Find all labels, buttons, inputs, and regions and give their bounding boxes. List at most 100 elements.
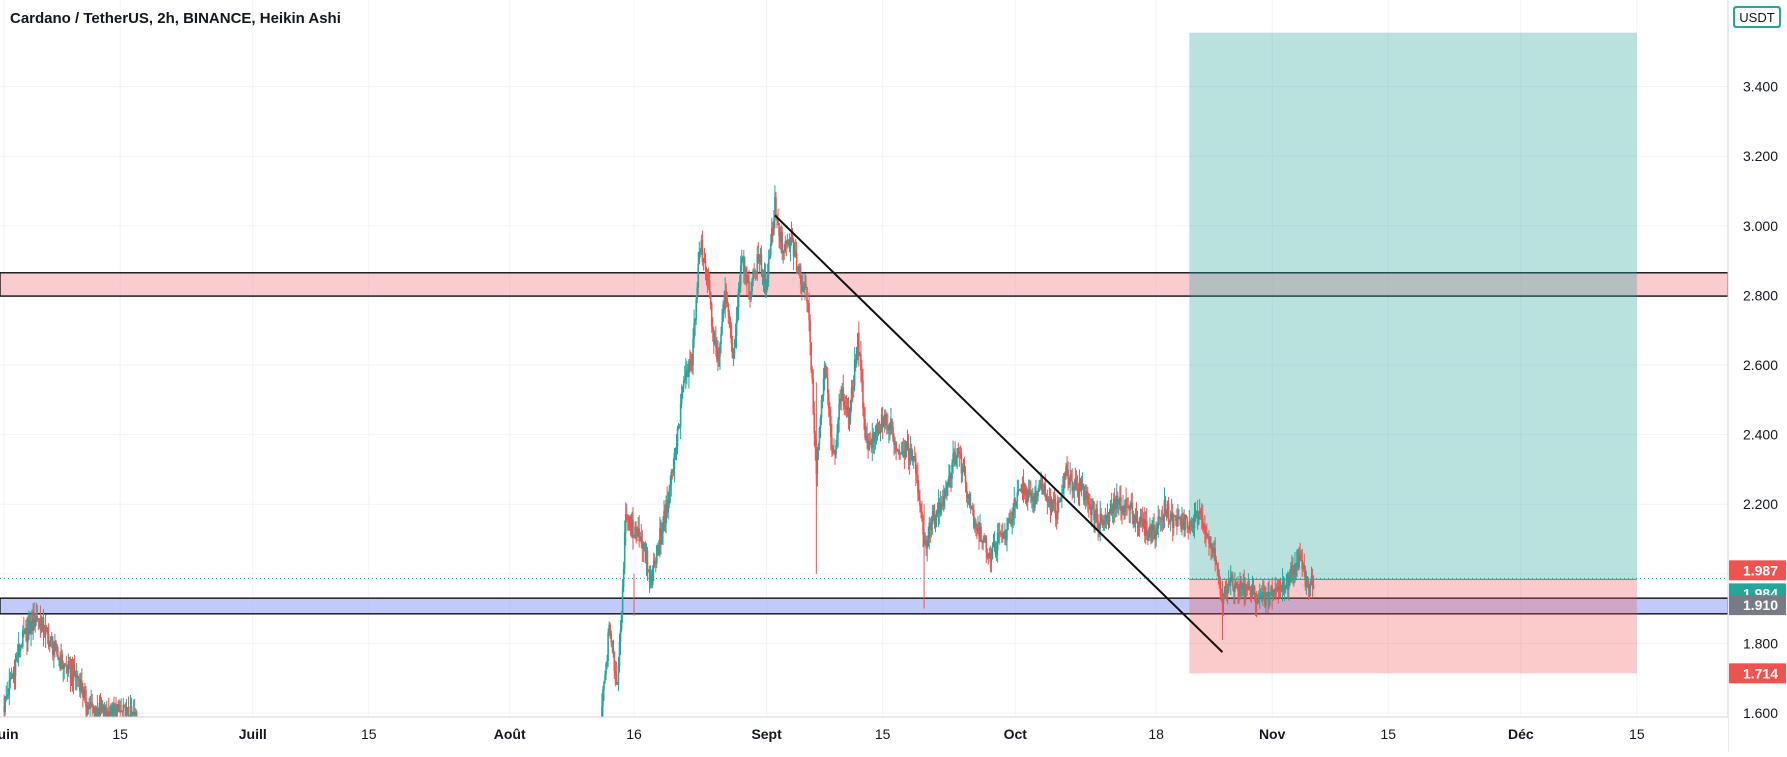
candle-body <box>1048 499 1051 501</box>
candle-body <box>884 414 887 426</box>
candle-body <box>1268 592 1270 600</box>
candle-body <box>871 433 874 449</box>
candle-body <box>611 640 614 643</box>
candle-body <box>96 708 99 717</box>
candle-body <box>672 468 675 473</box>
candle-body <box>1026 495 1029 503</box>
candle-body <box>1127 506 1129 508</box>
candle-body <box>1244 584 1247 599</box>
candle-body <box>1129 505 1132 511</box>
candle-body <box>701 239 704 262</box>
x-tick-label: 16 <box>626 726 642 742</box>
candle-body <box>1043 484 1046 490</box>
candle-body <box>1170 512 1173 514</box>
candle-body <box>1155 534 1157 540</box>
candle-body <box>821 395 824 400</box>
candle-body <box>738 285 741 289</box>
x-tick-label: 15 <box>1629 726 1645 742</box>
candle-body <box>983 539 985 542</box>
candle-body <box>975 521 977 529</box>
candle-body <box>1067 469 1069 479</box>
candle-body <box>1058 500 1061 502</box>
candle-body <box>129 706 132 723</box>
candle-body <box>1283 588 1286 592</box>
candle-body <box>67 660 70 673</box>
candle-body <box>29 621 31 634</box>
candle-body <box>1063 473 1065 490</box>
candle-body <box>1233 585 1235 592</box>
candle-body <box>1167 503 1170 521</box>
candle-body <box>810 342 812 371</box>
candle-body <box>1023 482 1026 496</box>
candle-body <box>960 453 963 474</box>
position-profit-zone[interactable] <box>1189 32 1637 580</box>
candle-body <box>98 702 101 716</box>
candle-body <box>696 287 699 300</box>
candle-body <box>1037 491 1039 497</box>
candle-body <box>790 231 793 243</box>
candle-body <box>885 425 888 427</box>
candle-body <box>1279 585 1282 589</box>
candle-body <box>953 451 955 454</box>
candle-body <box>44 627 47 636</box>
candle-body <box>803 286 805 290</box>
candle-body <box>945 489 947 495</box>
candle-body <box>708 280 711 293</box>
candle-body <box>1114 508 1117 510</box>
candle-body <box>796 268 799 271</box>
candle-body <box>851 387 854 390</box>
candle-body <box>1182 518 1184 521</box>
candle-body <box>43 633 46 636</box>
candle-body <box>847 406 850 418</box>
candle-body <box>780 231 782 242</box>
candle-body <box>650 573 653 585</box>
candle-body <box>853 359 856 387</box>
y-tick-label: 3.400 <box>1743 79 1778 95</box>
candle-body <box>926 546 928 549</box>
x-tick-label: 15 <box>875 726 891 742</box>
candle-body <box>103 706 106 716</box>
candle-body <box>1206 534 1208 538</box>
candle-body <box>86 707 88 715</box>
candle-body <box>811 370 814 379</box>
candle-body <box>126 707 129 709</box>
candle-body <box>637 528 639 536</box>
candle-body <box>1194 511 1197 514</box>
candle-body <box>602 689 604 707</box>
candle-body <box>1173 516 1176 518</box>
candle-body <box>5 696 8 698</box>
candle-body <box>1284 585 1287 589</box>
candle-body <box>838 404 840 420</box>
candle-body <box>1082 484 1085 501</box>
candle-body <box>744 269 746 274</box>
candle-body <box>1009 517 1011 519</box>
candle-body <box>712 331 715 345</box>
candle-body <box>940 502 943 504</box>
candle-body <box>1169 513 1172 523</box>
candle-body <box>1099 513 1102 530</box>
candle-body <box>1288 576 1291 586</box>
candle-body <box>1007 521 1009 530</box>
candle-body <box>957 448 960 454</box>
candle-body <box>956 448 959 459</box>
candle-body <box>1088 503 1090 505</box>
candle-body <box>762 270 765 285</box>
candle-body <box>727 303 730 313</box>
candle-body <box>1291 565 1293 570</box>
candle-body <box>1064 473 1066 477</box>
trendline[interactable] <box>774 214 1224 653</box>
candle-body <box>1022 482 1025 493</box>
candle-body <box>861 370 863 381</box>
candle-body <box>880 414 883 430</box>
candle-body <box>17 644 20 658</box>
candle-body <box>1312 586 1315 589</box>
candle-body <box>1115 495 1118 509</box>
candle-body <box>986 552 989 558</box>
candle-body <box>122 704 125 712</box>
price-label-text: 1.714 <box>1743 665 1778 681</box>
candle-body <box>676 428 679 447</box>
candle-body <box>1051 503 1054 509</box>
candle-body <box>867 439 869 450</box>
